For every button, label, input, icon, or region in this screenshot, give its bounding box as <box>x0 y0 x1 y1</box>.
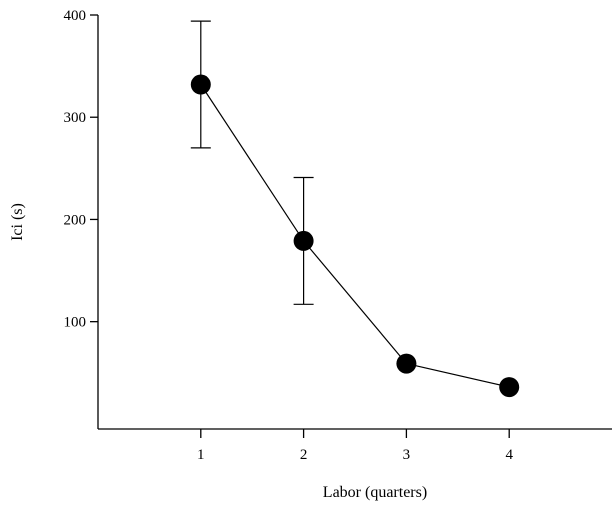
x-tick-label: 1 <box>197 447 205 463</box>
series-line-segment <box>201 85 304 241</box>
series-line-segment <box>406 364 509 388</box>
data-point <box>396 354 416 374</box>
x-tick-label: 3 <box>403 447 411 463</box>
data-point <box>499 377 519 397</box>
y-tick-label: 100 <box>64 315 87 331</box>
x-axis-title: Labor (quarters) <box>323 484 427 501</box>
data-points <box>191 75 519 398</box>
x-tick-label: 4 <box>505 447 513 463</box>
y-axis-title: Ici (s) <box>9 203 26 241</box>
y-tick-label: 200 <box>64 212 87 228</box>
data-point <box>191 75 211 95</box>
x-ticks: 1 2 3 4 <box>197 429 513 463</box>
y-tick-label: 300 <box>64 110 87 126</box>
series-lines <box>201 85 509 388</box>
x-tick-label: 2 <box>300 447 308 463</box>
series-line-segment <box>304 241 407 364</box>
data-point <box>294 231 314 251</box>
y-ticks: 100 200 300 400 <box>64 8 99 331</box>
y-tick-label: 400 <box>64 8 87 24</box>
